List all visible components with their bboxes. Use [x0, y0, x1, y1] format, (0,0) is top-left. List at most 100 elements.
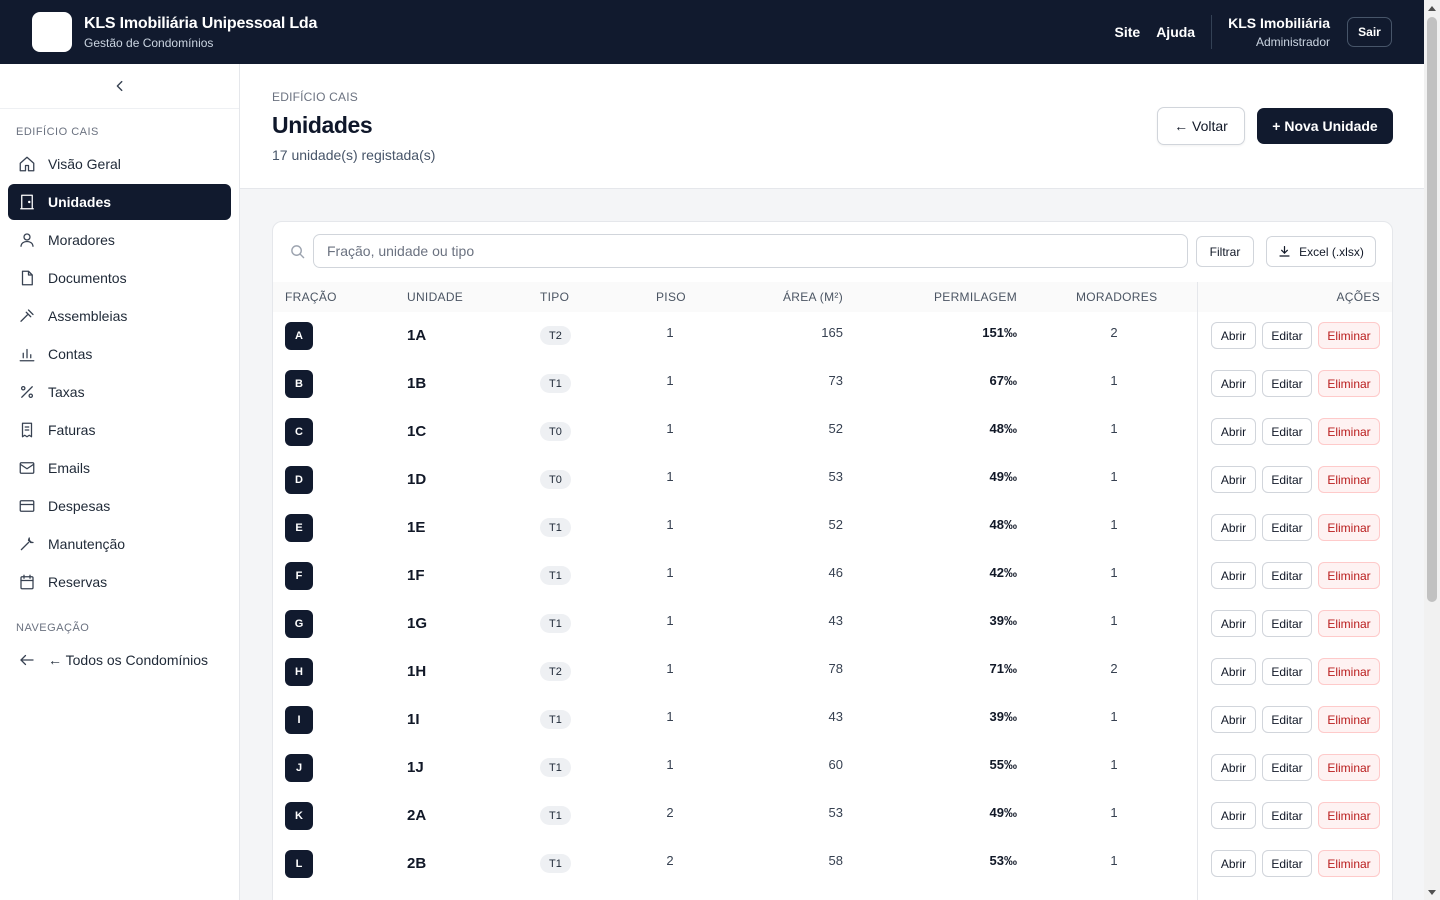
column-header-acoes: AÇÕES: [1336, 290, 1380, 304]
percent-icon: [18, 383, 36, 401]
search-input[interactable]: [313, 234, 1188, 268]
sidebar-item-assembleias[interactable]: Assembleias: [8, 298, 231, 334]
type-pill: T0: [540, 470, 571, 489]
edit-button[interactable]: Editar: [1262, 322, 1312, 349]
open-button[interactable]: Abrir: [1211, 754, 1256, 781]
sidebar-item-despesas[interactable]: Despesas: [8, 488, 231, 524]
page-scrollbar[interactable]: [1424, 0, 1440, 900]
edit-button[interactable]: Editar: [1262, 850, 1312, 877]
sidebar-item-label: Contas: [48, 346, 93, 362]
open-button[interactable]: Abrir: [1211, 418, 1256, 445]
user-name: KLS Imobiliária: [1228, 15, 1330, 31]
sidebar-item-emails[interactable]: Emails: [8, 450, 231, 486]
page-header: EDIFÍCIO CAIS Unidades 17 unidade(s) reg…: [240, 64, 1424, 189]
delete-button[interactable]: Eliminar: [1318, 850, 1380, 877]
open-button[interactable]: Abrir: [1211, 610, 1256, 637]
delete-button[interactable]: Eliminar: [1318, 466, 1380, 493]
sidebar-nav-menu: ← Todos os Condomínios: [0, 642, 239, 678]
area-value: 60: [828, 757, 843, 772]
sidebar-item-manutencao[interactable]: Manutenção: [8, 526, 231, 562]
column-header-piso[interactable]: PISO: [656, 290, 686, 304]
sidebar-item-visao-geral[interactable]: Visão Geral: [8, 146, 231, 182]
area-value: 53: [828, 805, 843, 820]
permilagem-value: 48‰: [989, 421, 1017, 436]
unit-name: 2B: [407, 855, 427, 872]
edit-button[interactable]: Editar: [1262, 562, 1312, 589]
back-button[interactable]: ← Voltar: [1157, 107, 1245, 145]
delete-button[interactable]: Eliminar: [1318, 370, 1380, 397]
file-icon: [18, 269, 36, 287]
edit-button[interactable]: Editar: [1262, 418, 1312, 445]
column-header-tipo[interactable]: TIPO: [540, 290, 570, 304]
fraction-badge: B: [285, 370, 313, 398]
open-button[interactable]: Abrir: [1211, 562, 1256, 589]
scrollbar-thumb[interactable]: [1427, 17, 1437, 602]
sidebar-item-reservas[interactable]: Reservas: [8, 564, 231, 600]
company-logo[interactable]: [32, 12, 72, 52]
sidebar-collapse-button[interactable]: [0, 64, 239, 109]
residents-count: 1: [1110, 373, 1118, 388]
sidebar-item-all-condominiums[interactable]: ← Todos os Condomínios: [8, 642, 231, 678]
open-button[interactable]: Abrir: [1211, 658, 1256, 685]
delete-button[interactable]: Eliminar: [1318, 754, 1380, 781]
edit-button[interactable]: Editar: [1262, 466, 1312, 493]
sidebar-item-label: ← Todos os Condomínios: [48, 652, 209, 668]
filter-button[interactable]: Filtrar: [1196, 236, 1254, 267]
open-button[interactable]: Abrir: [1211, 802, 1256, 829]
sidebar-item-documentos[interactable]: Documentos: [8, 260, 231, 296]
column-header-moradores[interactable]: MORADORES: [1076, 290, 1158, 304]
home-icon: [18, 155, 36, 173]
unit-name: 2A: [407, 807, 427, 824]
sidebar-section-building: EDIFÍCIO CAIS: [16, 126, 99, 138]
open-button[interactable]: Abrir: [1211, 850, 1256, 877]
table-row: H 1H T2 1 78 71‰ 2 Abrir Editar Eliminar: [273, 648, 1392, 696]
column-header-area[interactable]: ÁREA (M²): [782, 290, 843, 304]
edit-button[interactable]: Editar: [1262, 610, 1312, 637]
sidebar-item-taxas[interactable]: Taxas: [8, 374, 231, 410]
table-row: G 1G T1 1 43 39‰ 1 Abrir Editar Eliminar: [273, 600, 1392, 648]
gavel-icon: [18, 307, 36, 325]
top-right: Site Ajuda KLS Imobiliária Administrador…: [1099, 15, 1392, 49]
permilagem-value: 55‰: [989, 757, 1017, 772]
sidebar-item-moradores[interactable]: Moradores: [8, 222, 231, 258]
edit-button[interactable]: Editar: [1262, 706, 1312, 733]
export-excel-button[interactable]: Excel (.xlsx): [1266, 236, 1376, 267]
new-unit-button[interactable]: + Nova Unidade: [1257, 108, 1393, 144]
column-header-permilagem[interactable]: PERMILAGEM: [933, 290, 1017, 304]
open-button[interactable]: Abrir: [1211, 322, 1256, 349]
open-button[interactable]: Abrir: [1211, 466, 1256, 493]
open-button[interactable]: Abrir: [1211, 706, 1256, 733]
edit-button[interactable]: Editar: [1262, 658, 1312, 685]
site-link[interactable]: Site: [1114, 24, 1141, 40]
open-button[interactable]: Abrir: [1211, 514, 1256, 541]
delete-button[interactable]: Eliminar: [1318, 706, 1380, 733]
scroll-up-arrow-icon[interactable]: [1428, 6, 1436, 11]
delete-button[interactable]: Eliminar: [1318, 562, 1380, 589]
edit-button[interactable]: Editar: [1262, 514, 1312, 541]
delete-button[interactable]: Eliminar: [1318, 322, 1380, 349]
open-button[interactable]: Abrir: [1211, 370, 1256, 397]
logout-button[interactable]: Sair: [1347, 17, 1392, 47]
column-header-fracao[interactable]: FRAÇÃO: [285, 290, 337, 304]
edit-button[interactable]: Editar: [1262, 370, 1312, 397]
sidebar-item-contas[interactable]: Contas: [8, 336, 231, 372]
permilagem-value: 67‰: [989, 373, 1017, 388]
edit-button[interactable]: Editar: [1262, 754, 1312, 781]
floor-value: 1: [666, 421, 674, 436]
delete-button[interactable]: Eliminar: [1318, 418, 1380, 445]
area-value: 53: [828, 469, 843, 484]
sidebar-item-faturas[interactable]: Faturas: [8, 412, 231, 448]
column-header-unidade[interactable]: UNIDADE: [407, 290, 464, 304]
fraction-badge: A: [285, 322, 313, 350]
delete-button[interactable]: Eliminar: [1318, 610, 1380, 637]
sidebar-item-unidades[interactable]: Unidades: [8, 184, 231, 220]
delete-button[interactable]: Eliminar: [1318, 802, 1380, 829]
delete-button[interactable]: Eliminar: [1318, 514, 1380, 541]
help-link[interactable]: Ajuda: [1156, 24, 1196, 40]
scroll-down-arrow-icon[interactable]: [1428, 890, 1436, 895]
search-icon: [291, 245, 305, 259]
delete-button[interactable]: Eliminar: [1318, 658, 1380, 685]
type-pill: T0: [540, 422, 571, 441]
edit-button[interactable]: Editar: [1262, 802, 1312, 829]
residents-count: 1: [1110, 853, 1118, 868]
